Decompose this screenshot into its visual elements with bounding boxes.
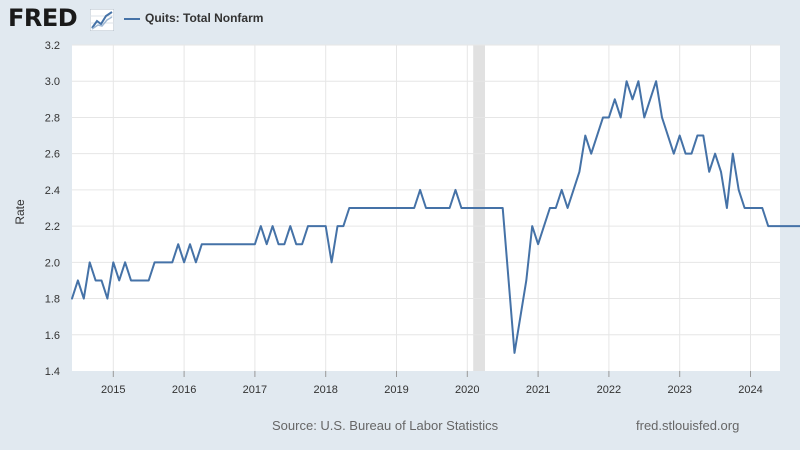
y-tick-label: 2.2 [45,221,60,233]
x-tick-label: 2024 [738,384,762,396]
grid-layer [72,44,780,371]
source-note: Source: U.S. Bureau of Labor Statistics [272,418,499,433]
y-tick-label: 2.0 [45,257,60,269]
source-url[interactable]: fred.stlouisfed.org [636,418,740,433]
chart-header: FRED Quits: Total Nonfarm [0,0,800,38]
y-tick-label: 1.6 [45,330,60,342]
y-tick-label: 1.4 [45,366,60,378]
y-tick-label: 2.8 [45,112,60,124]
y-tick-label: 2.6 [45,149,60,161]
y-tick-label: 3.0 [45,76,60,88]
x-tick-label: 2021 [526,384,550,396]
fred-logo[interactable]: FRED [8,4,78,32]
x-tick-label: 2016 [172,384,196,396]
y-tick-label: 3.2 [45,40,60,52]
x-tick-label: 2020 [455,384,479,396]
x-tick-label: 2018 [313,384,337,396]
y-axis: 1.4 1.6 1.8 2.0 2.2 2.4 2.6 2.8 3.0 3.2 [45,40,60,378]
x-tick-label: 2022 [597,384,621,396]
legend-label: Quits: Total Nonfarm [145,11,264,25]
series-layer [71,80,800,354]
y-tick-label: 1.8 [45,294,60,306]
y-axis-label: Rate [13,199,27,225]
x-tick-label: 2015 [101,384,125,396]
x-tick-label: 2017 [243,384,267,396]
chart-trend-icon [90,9,114,31]
y-tick-label: 2.4 [45,185,60,197]
x-tick-label: 2019 [384,384,408,396]
legend-swatch [124,18,140,20]
series-line-quits-total-nonfarm[interactable] [71,80,800,354]
x-axis: 2015 2016 2017 2018 2019 2020 2021 2022 2023 2024 [101,371,763,396]
x-tick-label: 2023 [667,384,691,396]
